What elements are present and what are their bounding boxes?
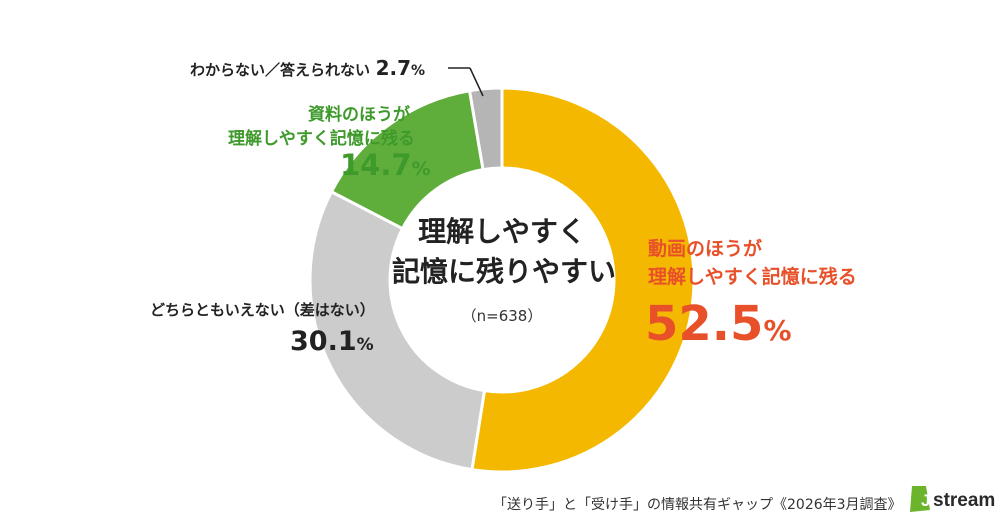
center-title-line1: 理解しやすく [418,215,586,248]
slice-label-neutral: どちらともいえない（差はない） [150,301,375,319]
slice-label-video-line2: 理解しやすく記憶に残る [648,266,857,288]
slice-value-video: 52.5% [645,296,792,352]
logo-mark-icon [910,486,930,512]
slice-value-neutral: 30.1% [290,326,374,357]
slice-value-neutral-unit: % [356,335,374,355]
slice-label-unknown: わからない／答えられない 2.7% [190,56,425,80]
slice-label-video-line1: 動画のほうが [648,238,763,260]
slice-label-unknown-text: わからない／答えられない [190,61,371,79]
slice-value-video-unit: % [763,314,792,347]
slice-label-document-line1: 資料のほうが [308,105,410,125]
center-title: 理解しやすく 記憶に残りやすい [392,212,617,292]
leader-line [469,67,484,97]
slice-value-document-number: 14.7 [340,148,412,182]
logo-text: stream [933,490,995,511]
slice-value-document: 14.7% [340,148,431,182]
slice-value-unknown-number: 2.7 [375,56,412,80]
slice-value-neutral-number: 30.1 [290,326,357,357]
source-caption: 「送り手」と「受け手」の情報共有ギャップ《2026年3月調査》 [493,497,902,513]
jstream-logo: J stream [910,486,995,512]
slice-video [470,86,696,474]
slice-value-document-unit: % [411,158,431,180]
slice-value-video-number: 52.5 [645,296,764,352]
slice-neutral [308,189,487,472]
center-title-line2: 記憶に残りやすい [392,255,617,288]
donut-slices [308,86,696,474]
slice-label-document-line2: 理解しやすく記憶に残る [228,129,415,149]
logo-j-letter: J [921,491,930,510]
slice-value-unknown-unit: % [411,63,426,79]
sample-size-note: （n=638） [461,307,543,325]
